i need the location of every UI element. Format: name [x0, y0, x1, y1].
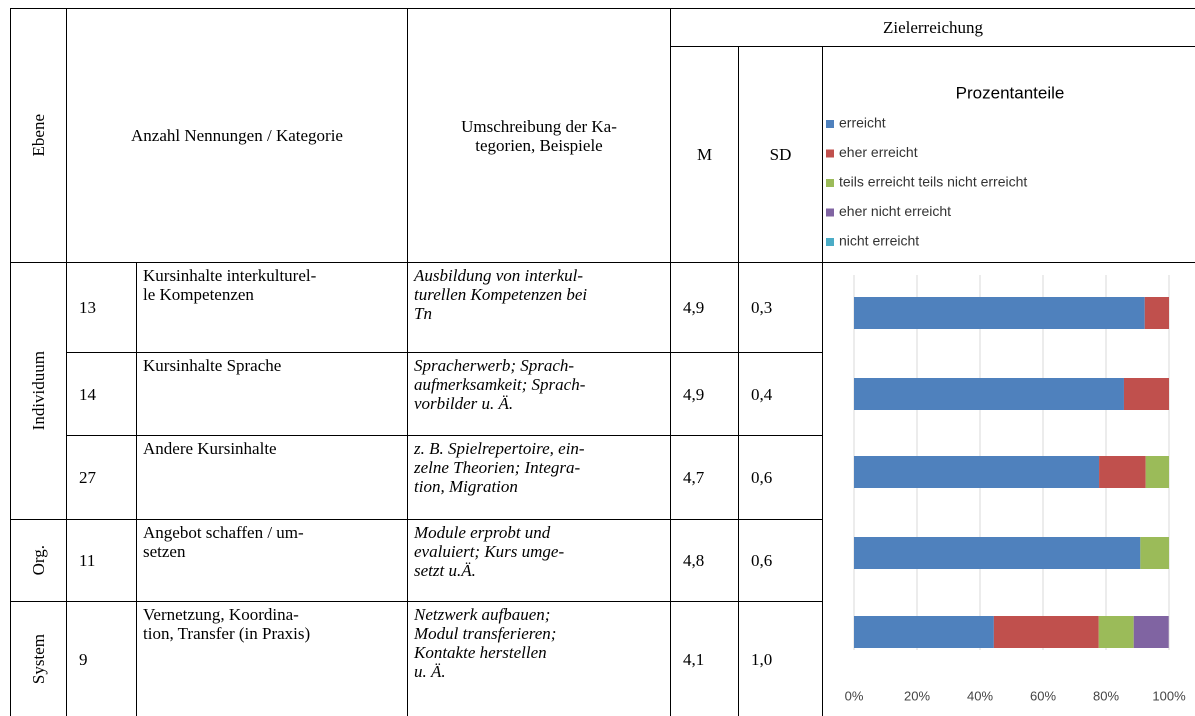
x-tick-label: 40% [967, 688, 993, 703]
cell-m: 4,9 [670, 262, 738, 352]
legend-label: nicht erreicht [839, 233, 919, 249]
cell-description: z. B. Spielrepertoire, ein- zelne Theori… [407, 435, 670, 519]
group-cell: Individuum [10, 262, 66, 519]
header-cell: Ebene [10, 8, 66, 262]
header-anzahl: Anzahl Nennungen / Kategorie [66, 8, 407, 262]
cell-n: 13 [66, 262, 136, 352]
x-tick-label: 0% [845, 688, 864, 703]
cell-n: 9 [66, 601, 136, 716]
cell-m: 4,8 [670, 519, 738, 601]
bar-segment [854, 537, 1141, 569]
cell-sd: 0,3 [738, 262, 822, 352]
legend-label: eher nicht erreicht [839, 203, 951, 219]
bar-segment [854, 378, 1124, 410]
bar-segment [1140, 537, 1169, 569]
legend-swatch [826, 208, 834, 217]
chart-cell [822, 262, 1195, 716]
header-zielerreichung: Zielerreichung [670, 8, 1195, 46]
cell-description: Spracherwerb; Sprach- aufmerksamkeit; Sp… [407, 352, 670, 435]
bar-segment [854, 456, 1100, 488]
legend-label: teils erreicht teils nicht erreicht [839, 174, 1027, 190]
legend-swatch [826, 149, 834, 158]
cell-description: Module erprobt und evaluiert; Kurs umge-… [407, 519, 670, 601]
cell-category: Vernetzung, Koordina- tion, Transfer (in… [136, 601, 407, 716]
cell-category: Kursinhalte interkulturel- le Kompetenze… [136, 262, 407, 352]
legend-swatch [826, 238, 834, 246]
bar-segment [1123, 378, 1169, 410]
bar-segment [993, 616, 1099, 648]
cell-sd: 1,0 [738, 601, 822, 716]
chart-title: Prozentanteile [956, 83, 1065, 102]
legend-label: eher erreicht [839, 144, 918, 160]
chart-header-cell [822, 46, 1195, 262]
x-tick-label: 60% [1030, 688, 1056, 703]
cell-n: 27 [66, 435, 136, 519]
bar-segment [1099, 456, 1146, 488]
x-tick-label: 100% [1152, 688, 1186, 703]
cell-description: Netzwerk aufbauen; Modul transferieren; … [407, 601, 670, 716]
bar-segment [1098, 616, 1134, 648]
legend-swatch [826, 179, 834, 187]
cell-sd: 0,4 [738, 352, 822, 435]
legend-swatch [826, 120, 834, 128]
x-tick-label: 80% [1093, 688, 1119, 703]
bar-segment [1133, 616, 1169, 648]
cell-description: Ausbildung von interkul- turellen Kompet… [407, 262, 670, 352]
bar-segment [854, 297, 1145, 329]
group-cell: Org. [10, 519, 66, 601]
cell-category: Kursinhalte Sprache [136, 352, 407, 435]
cell-m: 4,7 [670, 435, 738, 519]
header-m: M [670, 46, 738, 262]
cell-sd: 0,6 [738, 435, 822, 519]
group-cell: System [10, 601, 66, 716]
header-umschreibung: Umschreibung der Ka- tegorien, Beispiele [407, 8, 670, 262]
bar-segment [1145, 456, 1169, 488]
cell-sd: 0,6 [738, 519, 822, 601]
bar-segment [854, 616, 994, 648]
legend-label: erreicht [839, 115, 886, 131]
cell-category: Andere Kursinhalte [136, 435, 407, 519]
cell-n: 14 [66, 352, 136, 435]
cell-m: 4,1 [670, 601, 738, 716]
cell-m: 4,9 [670, 352, 738, 435]
header-sd: SD [738, 46, 822, 262]
x-tick-label: 20% [904, 688, 930, 703]
cell-category: Angebot schaffen / um- setzen [136, 519, 407, 601]
bar-segment [1144, 297, 1169, 329]
cell-n: 11 [66, 519, 136, 601]
